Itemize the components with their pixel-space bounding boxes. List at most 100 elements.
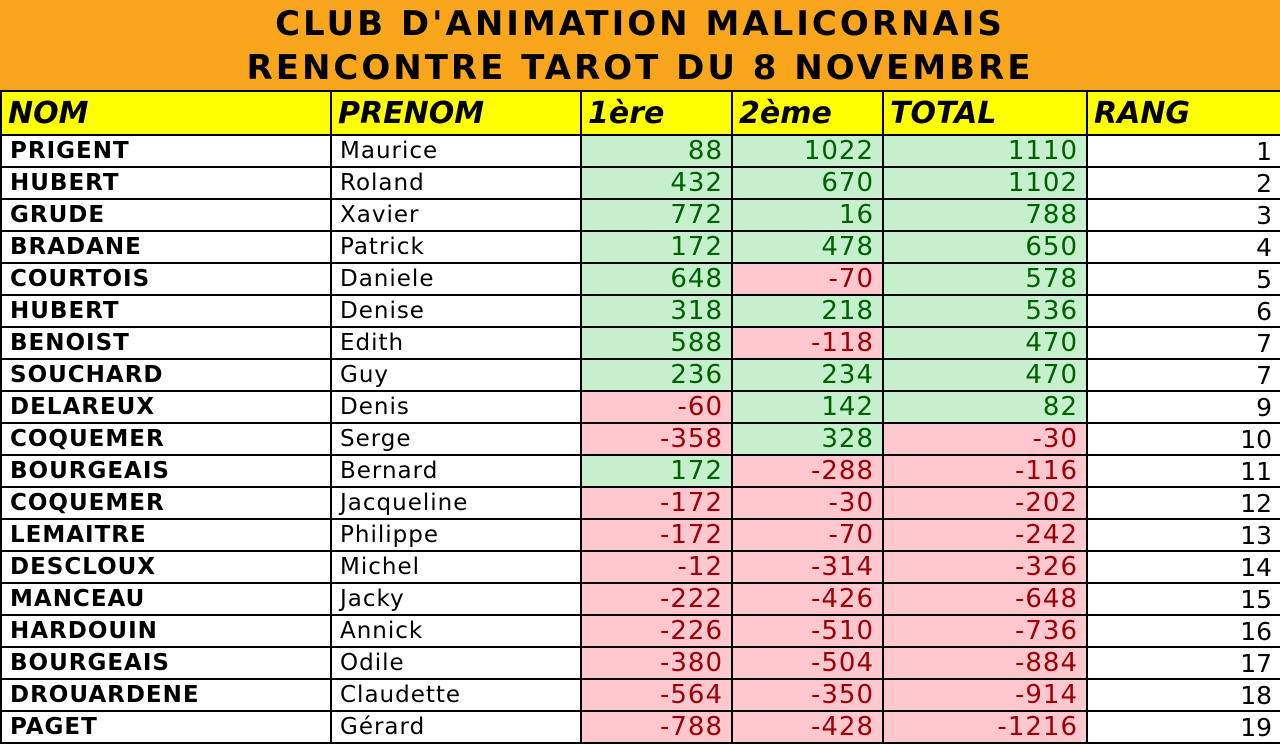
cell-nom: COURTOIS bbox=[0, 262, 332, 296]
cell-prenom: Roland bbox=[330, 166, 582, 200]
cell-partie-2: 142 bbox=[731, 390, 884, 424]
cell-partie-2: 328 bbox=[731, 422, 884, 456]
cell-prenom: Edith bbox=[330, 326, 582, 360]
cell-prenom: Odile bbox=[330, 646, 582, 680]
cell-partie-1: -226 bbox=[580, 614, 733, 648]
cell-rang: 3 bbox=[1086, 198, 1280, 232]
column-header-nom: NOM bbox=[0, 90, 332, 136]
cell-partie-1: -358 bbox=[580, 422, 733, 456]
cell-partie-1: 648 bbox=[580, 262, 733, 296]
page-subtitle: RENCONTRE TAROT DU 8 NOVEMBRE bbox=[246, 48, 1034, 88]
cell-rang: 18 bbox=[1086, 678, 1280, 712]
cell-partie-2: 16 bbox=[731, 198, 884, 232]
cell-nom: LEMAITRE bbox=[0, 518, 332, 552]
cell-prenom: Philippe bbox=[330, 518, 582, 552]
cell-total: 82 bbox=[882, 390, 1088, 424]
cell-total: 788 bbox=[882, 198, 1088, 232]
cell-partie-2: -118 bbox=[731, 326, 884, 360]
cell-rang: 17 bbox=[1086, 646, 1280, 680]
table-row: GRUDE Xavier 772 16 788 3 bbox=[0, 198, 1280, 232]
cell-partie-1: -172 bbox=[580, 518, 733, 552]
cell-prenom: Denis bbox=[330, 390, 582, 424]
cell-rang: 15 bbox=[1086, 582, 1280, 616]
cell-partie-2: -288 bbox=[731, 454, 884, 488]
cell-partie-1: -564 bbox=[580, 678, 733, 712]
cell-total: 470 bbox=[882, 358, 1088, 392]
column-header-partie-1: 1ère bbox=[580, 90, 733, 136]
cell-partie-2: 1022 bbox=[731, 134, 884, 168]
cell-total: -326 bbox=[882, 550, 1088, 584]
cell-prenom: Annick bbox=[330, 614, 582, 648]
cell-rang: 16 bbox=[1086, 614, 1280, 648]
header-row: NOM PRENOM 1ère 2ème TOTAL RANG bbox=[0, 90, 1280, 136]
cell-partie-1: 432 bbox=[580, 166, 733, 200]
cell-total: -1216 bbox=[882, 710, 1088, 744]
cell-partie-1: -788 bbox=[580, 710, 733, 744]
cell-rang: 9 bbox=[1086, 390, 1280, 424]
cell-nom: PAGET bbox=[0, 710, 332, 744]
cell-total: 650 bbox=[882, 230, 1088, 264]
table-row: PRIGENT Maurice 88 1022 1110 1 bbox=[0, 134, 1280, 168]
table-row: COQUEMER Jacqueline -172 -30 -202 12 bbox=[0, 486, 1280, 520]
table-row: MANCEAU Jacky -222 -426 -648 15 bbox=[0, 582, 1280, 616]
cell-nom: HUBERT bbox=[0, 166, 332, 200]
cell-partie-2: -504 bbox=[731, 646, 884, 680]
cell-partie-2: 234 bbox=[731, 358, 884, 392]
cell-rang: 10 bbox=[1086, 422, 1280, 456]
cell-partie-2: -428 bbox=[731, 710, 884, 744]
cell-prenom: Guy bbox=[330, 358, 582, 392]
cell-partie-1: -172 bbox=[580, 486, 733, 520]
table-row: COURTOIS Daniele 648 -70 578 5 bbox=[0, 262, 1280, 296]
cell-prenom: Xavier bbox=[330, 198, 582, 232]
table-row: PAGET Gérard -788 -428 -1216 19 bbox=[0, 710, 1280, 744]
cell-partie-2: -350 bbox=[731, 678, 884, 712]
cell-total: -736 bbox=[882, 614, 1088, 648]
cell-total: 1102 bbox=[882, 166, 1088, 200]
cell-rang: 12 bbox=[1086, 486, 1280, 520]
cell-partie-2: -70 bbox=[731, 518, 884, 552]
cell-partie-2: 218 bbox=[731, 294, 884, 328]
cell-nom: HARDOUIN bbox=[0, 614, 332, 648]
cell-prenom: Jacky bbox=[330, 582, 582, 616]
cell-partie-1: 772 bbox=[580, 198, 733, 232]
cell-nom: DESCLOUX bbox=[0, 550, 332, 584]
page-title: CLUB D'ANIMATION MALICORNAIS bbox=[275, 4, 1005, 44]
cell-partie-2: -70 bbox=[731, 262, 884, 296]
cell-nom: COQUEMER bbox=[0, 486, 332, 520]
cell-total: -884 bbox=[882, 646, 1088, 680]
cell-total: 536 bbox=[882, 294, 1088, 328]
cell-prenom: Serge bbox=[330, 422, 582, 456]
cell-partie-2: -510 bbox=[731, 614, 884, 648]
table-row: COQUEMER Serge -358 328 -30 10 bbox=[0, 422, 1280, 456]
cell-nom: GRUDE bbox=[0, 198, 332, 232]
cell-partie-2: 478 bbox=[731, 230, 884, 264]
cell-nom: HUBERT bbox=[0, 294, 332, 328]
cell-prenom: Jacqueline bbox=[330, 486, 582, 520]
cell-partie-1: 318 bbox=[580, 294, 733, 328]
cell-prenom: Bernard bbox=[330, 454, 582, 488]
title-band: CLUB D'ANIMATION MALICORNAIS RENCONTRE T… bbox=[0, 0, 1280, 90]
column-header-rang: RANG bbox=[1086, 90, 1280, 136]
cell-prenom: Daniele bbox=[330, 262, 582, 296]
cell-partie-1: -222 bbox=[580, 582, 733, 616]
cell-rang: 1 bbox=[1086, 134, 1280, 168]
cell-partie-1: 172 bbox=[580, 454, 733, 488]
cell-nom: PRIGENT bbox=[0, 134, 332, 168]
cell-prenom: Gérard bbox=[330, 710, 582, 744]
cell-rang: 2 bbox=[1086, 166, 1280, 200]
cell-total: 578 bbox=[882, 262, 1088, 296]
cell-partie-1: -380 bbox=[580, 646, 733, 680]
cell-total: -242 bbox=[882, 518, 1088, 552]
cell-nom: MANCEAU bbox=[0, 582, 332, 616]
table-row: HARDOUIN Annick -226 -510 -736 16 bbox=[0, 614, 1280, 648]
cell-total: -30 bbox=[882, 422, 1088, 456]
cell-total: -648 bbox=[882, 582, 1088, 616]
cell-nom: SOUCHARD bbox=[0, 358, 332, 392]
table-row: BOURGEAIS Odile -380 -504 -884 17 bbox=[0, 646, 1280, 680]
results-table: NOM PRENOM 1ère 2ème TOTAL RANG PRIGENT M… bbox=[0, 90, 1280, 744]
cell-partie-1: 236 bbox=[580, 358, 733, 392]
column-header-prenom: PRENOM bbox=[330, 90, 582, 136]
table-row: HUBERT Denise 318 218 536 6 bbox=[0, 294, 1280, 328]
cell-nom: BRADANE bbox=[0, 230, 332, 264]
cell-nom: BENOIST bbox=[0, 326, 332, 360]
